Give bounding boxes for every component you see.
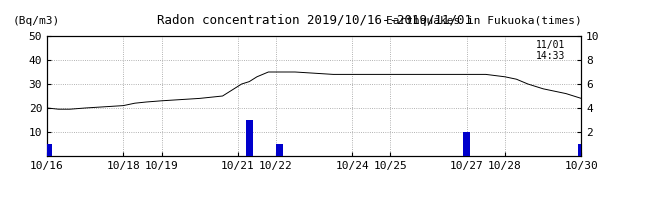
- Text: (Bq/m3): (Bq/m3): [12, 16, 60, 26]
- Bar: [578, 144, 585, 156]
- Bar: [464, 132, 470, 156]
- Text: Radon concentration 2019/10/16--2019/11/01: Radon concentration 2019/10/16--2019/11/…: [157, 13, 472, 26]
- Bar: [46, 144, 52, 156]
- Text: 11/01
14:33: 11/01 14:33: [536, 40, 565, 61]
- Bar: [276, 144, 284, 156]
- Bar: [246, 120, 253, 156]
- Text: Earthquakes in Fukuoka(times): Earthquakes in Fukuoka(times): [386, 16, 581, 26]
